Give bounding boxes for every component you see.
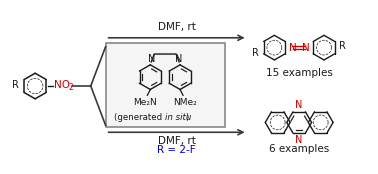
Text: NMe₂: NMe₂ [173, 98, 197, 107]
Text: R: R [12, 80, 19, 90]
Text: 2: 2 [68, 83, 73, 92]
Text: N: N [296, 135, 303, 145]
Text: R: R [252, 48, 259, 58]
Text: R = 2-F: R = 2-F [157, 145, 196, 155]
Text: ): ) [185, 113, 188, 122]
Bar [105, 43, 225, 127]
Text: Me₂N: Me₂N [133, 98, 157, 107]
Text: (generated: (generated [114, 113, 165, 122]
Text: DMF, rt: DMF, rt [158, 22, 195, 32]
Text: 15 examples: 15 examples [266, 68, 333, 78]
Text: N: N [296, 100, 303, 110]
Text: N: N [289, 43, 296, 53]
Text: N: N [175, 54, 183, 64]
Text: DMF, rt: DMF, rt [158, 136, 195, 146]
Text: N: N [302, 43, 310, 53]
Text: R: R [339, 41, 346, 51]
Text: 6 examples: 6 examples [269, 144, 329, 154]
Text: N: N [147, 54, 155, 64]
Text: in situ: in situ [165, 113, 192, 122]
Text: NO: NO [54, 80, 70, 90]
